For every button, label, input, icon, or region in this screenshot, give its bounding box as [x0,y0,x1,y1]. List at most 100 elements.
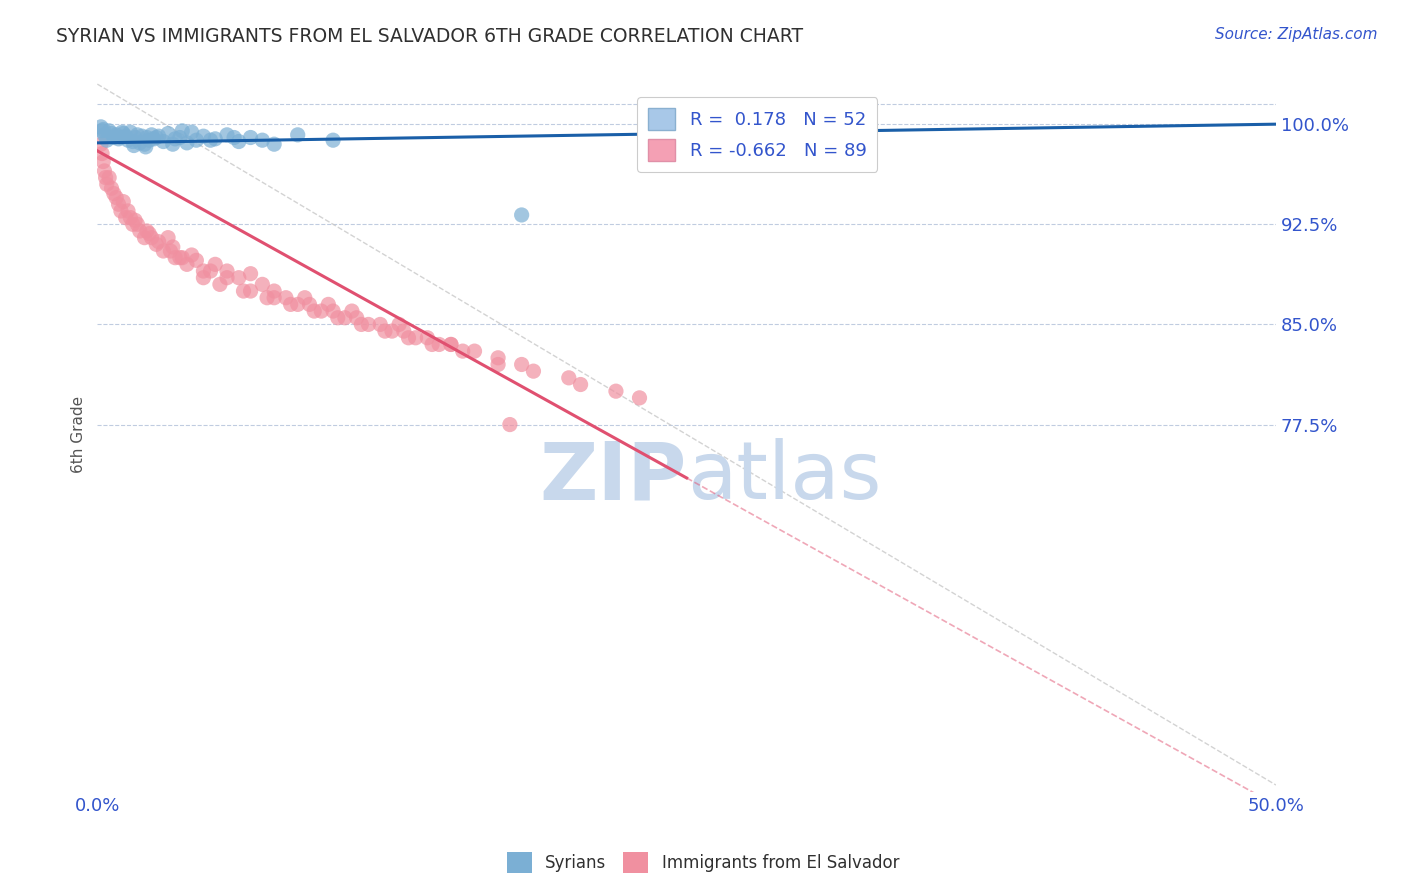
Point [162,137,184,152]
Point [239,284,262,298]
Point [318,297,340,311]
Legend: Syrians, Immigrants from El Salvador: Syrians, Immigrants from El Salvador [501,846,905,880]
Point [131,129,153,144]
Point [416,331,439,345]
Point [90,137,112,152]
Point [117,133,139,147]
Point [105,128,128,142]
Point [128,136,150,150]
Point [239,267,262,281]
Point [340,304,363,318]
Point [302,304,325,318]
Point [165,132,187,146]
Point [91,124,114,138]
Point [107,197,129,211]
Point [127,217,149,231]
Point [392,324,415,338]
Point [121,217,143,231]
Point [152,244,174,258]
Point [124,213,146,227]
Point [94,170,117,185]
Point [98,170,121,185]
Point [294,291,316,305]
Point [322,133,344,147]
Legend: R =  0.178   N = 52, R = -0.662   N = 89: R = 0.178 N = 52, R = -0.662 N = 89 [637,97,877,172]
Point [333,310,356,325]
Point [127,128,149,142]
Point [103,186,125,201]
Point [215,270,238,285]
Point [159,244,181,258]
Point [346,310,368,325]
Point [558,371,581,385]
Point [90,120,112,134]
Point [204,132,226,146]
Point [222,130,245,145]
Point [398,331,420,345]
Point [91,122,114,136]
Point [134,230,156,244]
Point [193,270,215,285]
Point [420,337,443,351]
Point [96,133,118,147]
Point [274,291,297,305]
Point [96,178,118,192]
Point [405,331,427,345]
Point [121,135,143,149]
Point [120,125,142,139]
Point [569,377,592,392]
Point [263,291,285,305]
Y-axis label: 6th Grade: 6th Grade [72,396,86,473]
Point [256,291,278,305]
Point [769,117,792,131]
Point [486,351,509,365]
Point [120,211,142,225]
Point [311,304,333,318]
Point [100,181,122,195]
Point [145,237,167,252]
Text: Source: ZipAtlas.com: Source: ZipAtlas.com [1215,27,1378,42]
Point [499,417,522,432]
Point [510,358,533,372]
Point [486,358,509,372]
Point [138,227,160,241]
Point [208,277,231,292]
Point [145,130,167,145]
Point [176,136,198,150]
Point [124,130,146,145]
Point [252,133,274,147]
Point [287,297,309,311]
Point [326,310,349,325]
Point [440,337,463,351]
Point [193,264,215,278]
Point [117,203,139,218]
Point [165,251,187,265]
Point [298,297,321,311]
Point [239,130,262,145]
Point [142,132,165,146]
Point [172,124,194,138]
Point [105,191,128,205]
Point [427,337,450,351]
Point [186,253,208,268]
Point [157,127,180,141]
Point [200,264,222,278]
Point [93,164,115,178]
Point [280,297,302,311]
Point [91,154,114,169]
Point [157,230,180,244]
Point [357,318,380,332]
Point [162,240,184,254]
Point [263,137,285,152]
Point [152,135,174,149]
Point [114,129,136,144]
Point [112,194,135,209]
Text: ZIP: ZIP [540,439,686,516]
Point [176,257,198,271]
Point [112,127,135,141]
Point [322,304,344,318]
Point [228,270,250,285]
Point [103,130,125,145]
Point [228,135,250,149]
Point [100,127,122,141]
